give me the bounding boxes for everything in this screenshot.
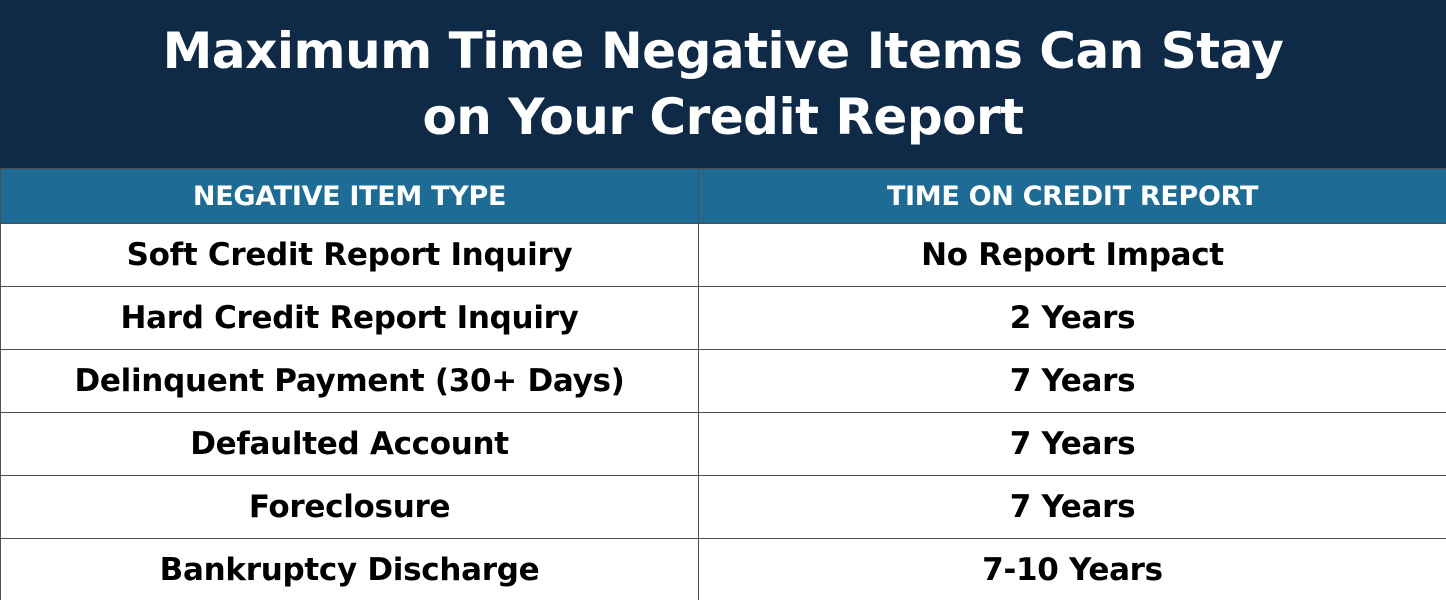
time-cell: 7 Years bbox=[698, 412, 1446, 476]
item-type-cell: Bankruptcy Discharge bbox=[0, 538, 699, 600]
item-type-cell: Defaulted Account bbox=[0, 412, 699, 476]
table-row: Defaulted Account 7 Years bbox=[0, 412, 1446, 476]
time-cell: 7 Years bbox=[698, 475, 1446, 539]
time-cell: 7-10 Years bbox=[698, 538, 1446, 600]
item-type-cell: Hard Credit Report Inquiry bbox=[0, 286, 699, 350]
table-row: Foreclosure 7 Years bbox=[0, 475, 1446, 539]
credit-report-table: NEGATIVE ITEM TYPE TIME ON CREDIT REPORT… bbox=[0, 168, 1446, 600]
time-cell: 2 Years bbox=[698, 286, 1446, 350]
table-row: Delinquent Payment (30+ Days) 7 Years bbox=[0, 349, 1446, 413]
item-type-cell: Soft Credit Report Inquiry bbox=[0, 223, 699, 287]
item-type-cell: Delinquent Payment (30+ Days) bbox=[0, 349, 699, 413]
table-row: Hard Credit Report Inquiry 2 Years bbox=[0, 286, 1446, 350]
header-negative-item-type: NEGATIVE ITEM TYPE bbox=[0, 168, 699, 224]
table-row: Bankruptcy Discharge 7-10 Years bbox=[0, 538, 1446, 600]
title-line-1: Maximum Time Negative Items Can Stay bbox=[162, 22, 1284, 80]
time-cell: No Report Impact bbox=[698, 223, 1446, 287]
page-title: Maximum Time Negative Items Can Stay on … bbox=[163, 18, 1284, 150]
table-row: Soft Credit Report Inquiry No Report Imp… bbox=[0, 223, 1446, 287]
item-type-cell: Foreclosure bbox=[0, 475, 699, 539]
header-time-on-credit-report: TIME ON CREDIT REPORT bbox=[698, 168, 1446, 224]
title-line-2: on Your Credit Report bbox=[422, 88, 1024, 146]
title-banner: Maximum Time Negative Items Can Stay on … bbox=[0, 0, 1446, 168]
time-cell: 7 Years bbox=[698, 349, 1446, 413]
table-header-row: NEGATIVE ITEM TYPE TIME ON CREDIT REPORT bbox=[0, 168, 1446, 224]
